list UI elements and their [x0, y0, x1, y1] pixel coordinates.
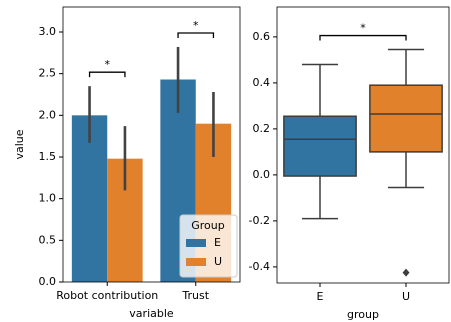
x-axis-label: variable — [129, 307, 174, 320]
y-tick-label: 2.0 — [39, 108, 57, 121]
significance-bracket — [88, 71, 126, 78]
y-tick-label: 1.5 — [39, 150, 57, 163]
y-tick-label: 0.0 — [253, 168, 271, 181]
significance-label: * — [105, 58, 111, 71]
x-tick-label: U — [402, 290, 410, 303]
y-tick-label: 0.0 — [39, 275, 57, 288]
legend-swatch — [186, 258, 206, 266]
legend-title: Group — [191, 219, 225, 232]
legend-label: E — [214, 236, 221, 249]
legend-swatch — [186, 239, 206, 247]
significance-label: * — [360, 22, 366, 35]
y-tick-label: 3.0 — [39, 25, 57, 38]
x-tick-label: Robot contribution — [56, 289, 158, 302]
box — [369, 84, 443, 153]
y-tick-label: -0.2 — [249, 214, 270, 227]
axes-frame — [276, 6, 450, 284]
y-tick-label: 1.0 — [39, 192, 57, 205]
y-tick-label: 2.5 — [39, 67, 57, 80]
y-tick-label: 0.4 — [253, 76, 271, 89]
x-axis-label: group — [347, 308, 379, 321]
y-tick-label: -0.4 — [249, 260, 270, 273]
box — [283, 115, 357, 177]
significance-bracket — [177, 32, 215, 38]
y-tick-label: 0.5 — [39, 233, 57, 246]
y-tick-label: 0.2 — [253, 122, 271, 135]
significance-bracket — [319, 34, 407, 41]
axes-frame — [62, 6, 241, 283]
legend: Group EU — [179, 214, 238, 278]
y-tick-label: 0.6 — [253, 30, 271, 43]
y-axis-label: value — [13, 129, 26, 159]
x-tick-label: E — [317, 290, 324, 303]
significance-label: * — [193, 19, 199, 32]
legend-label: U — [214, 255, 222, 268]
bar — [71, 115, 108, 282]
x-tick-label: Trust — [181, 289, 209, 302]
outlier — [402, 268, 410, 277]
